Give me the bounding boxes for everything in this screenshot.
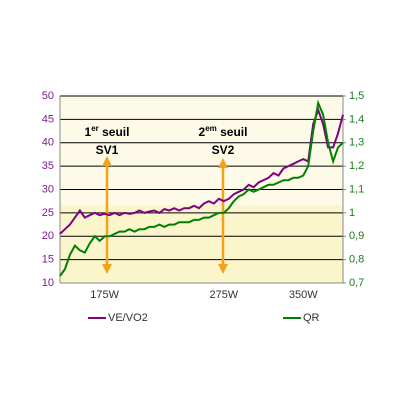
- y-tick-label: 15: [42, 254, 54, 266]
- x-tick-label: 175W: [90, 289, 119, 301]
- x-tick-label: 350W: [289, 289, 318, 301]
- y-tick-label: 10: [42, 277, 54, 289]
- legend-label: QR: [303, 312, 320, 324]
- y-tick-label: 35: [42, 160, 54, 172]
- y-tick-label: 50: [42, 90, 54, 102]
- annotation-text: seuil: [217, 125, 248, 139]
- annotation-number: 1: [85, 125, 92, 139]
- annotation-superscript: em: [205, 124, 217, 133]
- y-tick-label: 25: [42, 207, 54, 219]
- arrow-head: [102, 264, 112, 274]
- y2-tick-label: 1,1: [349, 183, 364, 195]
- annotation-label: SV2: [212, 143, 235, 157]
- y2-tick-label: 1,3: [349, 137, 364, 149]
- y2-tick-label: 1,2: [349, 160, 364, 172]
- y2-tick-label: 0,9: [349, 230, 364, 242]
- y2-tick-label: 1,5: [349, 90, 364, 102]
- y2-tick-label: 1,4: [349, 113, 364, 125]
- y-tick-label: 20: [42, 230, 54, 242]
- annotation-superscript: er: [91, 124, 99, 133]
- series-line: [59, 106, 344, 235]
- y-tick-label: 40: [42, 137, 54, 149]
- y2-tick-label: 0,7: [349, 277, 364, 289]
- x-tick-label: 275W: [209, 289, 238, 301]
- y-tick-label: 30: [42, 183, 54, 195]
- y2-tick-label: 0,8: [349, 254, 364, 266]
- legend-label: VE/VO2: [108, 312, 148, 324]
- annotation-label: SV1: [96, 143, 119, 157]
- arrow-head: [102, 156, 112, 166]
- series-line: [59, 99, 344, 277]
- arrow-head: [218, 158, 228, 168]
- plot-band-lower: [60, 205, 343, 283]
- annotation: 1er seuil: [85, 124, 130, 139]
- arrow-head: [218, 264, 228, 274]
- y-tick-label: 45: [42, 113, 54, 125]
- annotation-number: 2: [199, 125, 206, 139]
- annotation-text: seuil: [99, 125, 130, 139]
- annotation: 2em seuil: [199, 124, 248, 139]
- y2-tick-label: 1: [349, 207, 355, 219]
